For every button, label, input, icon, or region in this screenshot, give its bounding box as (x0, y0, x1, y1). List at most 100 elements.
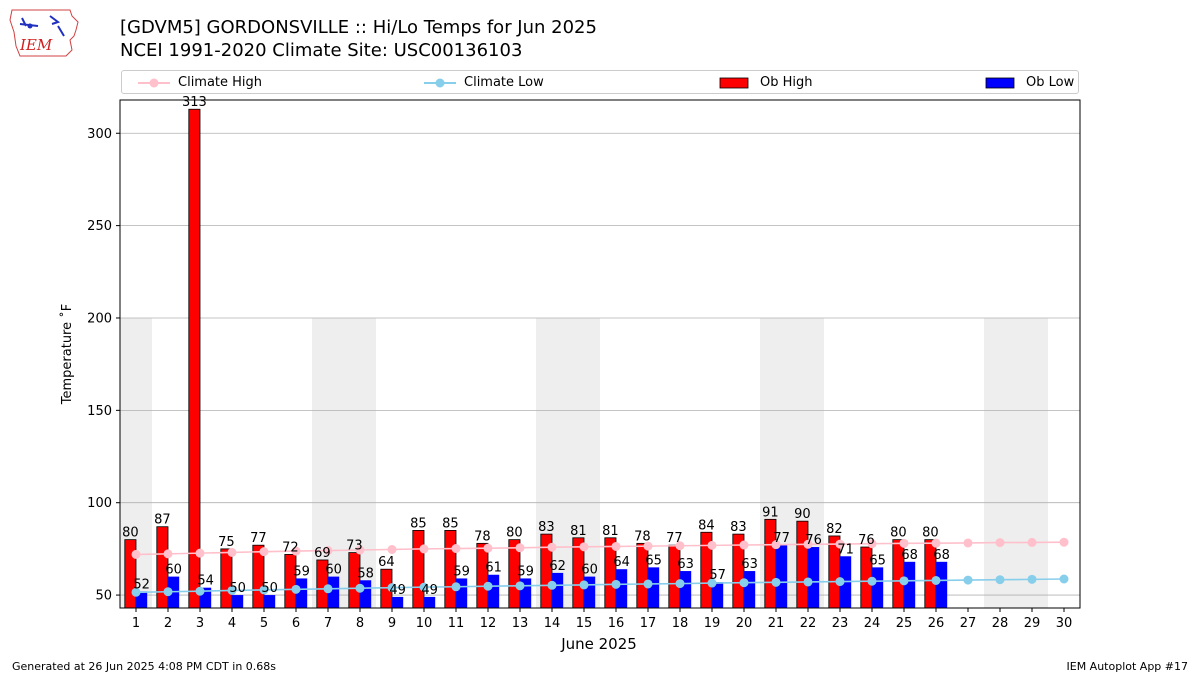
ob-low-bar-12 (488, 574, 500, 608)
ob-low-label-26: 68 (933, 548, 950, 563)
x-tick-label-2: 2 (164, 616, 172, 631)
climate-low-point-6 (291, 584, 301, 594)
climate-low-point-9 (387, 583, 397, 593)
footer-app: IEM Autoplot App #17 (1066, 660, 1189, 673)
ob-low-bar-19 (712, 582, 724, 608)
climate-low-point-27 (963, 575, 973, 585)
ob-low-label-17: 65 (645, 553, 662, 568)
climate-low-point-19 (707, 578, 717, 588)
ob-low-bar-7 (328, 576, 340, 608)
climate-high-point-7 (323, 546, 333, 556)
ob-low-label-22: 76 (805, 533, 822, 548)
ob-low-label-16: 64 (613, 555, 630, 570)
legend: Climate High Climate Low Ob High Ob Low (121, 70, 1079, 94)
climate-high-point-4 (227, 547, 237, 557)
ob-low-label-11: 59 (453, 564, 470, 579)
ob-low-bar-18 (680, 571, 692, 608)
x-tick-label-12: 12 (480, 616, 497, 631)
ob-low-bar-10 (424, 596, 436, 608)
climate-low-point-14 (547, 580, 557, 590)
climate-low-point-30 (1059, 574, 1069, 584)
legend-label-climate-high: Climate High (178, 75, 263, 90)
climate-high-point-3 (195, 548, 205, 558)
ob-high-label-6: 72 (282, 540, 299, 555)
climate-low-point-5 (259, 585, 269, 595)
ob-low-label-7: 60 (325, 563, 342, 578)
climate-high-point-14 (547, 542, 557, 552)
x-tick-label-15: 15 (576, 616, 593, 631)
x-tick-label-29: 29 (1024, 616, 1041, 631)
ob-low-bar-8 (360, 580, 372, 608)
climate-low-point-1 (131, 587, 141, 597)
iem-logo: IEM (9, 9, 79, 57)
climate-high-point-8 (355, 545, 365, 555)
weekend-band-29 (1016, 317, 1048, 608)
ob-high-label-4: 75 (218, 535, 235, 550)
x-tick-label-6: 6 (292, 616, 300, 631)
x-tick-label-20: 20 (736, 616, 753, 631)
ob-low-label-14: 62 (549, 559, 566, 574)
station-icon (27, 23, 33, 29)
climate-low-point-4 (227, 585, 237, 595)
ob-high-bar-6 (284, 554, 297, 609)
climate-low-point-20 (739, 578, 749, 588)
iowa-outline (9, 9, 79, 57)
climate-high-point-28 (995, 538, 1005, 548)
x-axis-label: June 2025 (560, 635, 637, 653)
ob-high-bar-4 (220, 548, 233, 609)
x-tick-label-10: 10 (416, 616, 433, 631)
ob-high-label-15: 81 (570, 524, 587, 539)
ob-high-label-26: 80 (922, 526, 939, 541)
ob-low-bar-14 (552, 572, 564, 608)
climate-high-point-23 (835, 539, 845, 549)
ob-low-bar-15 (584, 576, 596, 608)
ob-high-label-21: 91 (762, 505, 779, 520)
ob-high-bar-18 (668, 544, 681, 609)
ob-low-bar-24 (872, 567, 884, 608)
ob-high-bar-3 (188, 108, 201, 609)
ob-low-label-12: 61 (485, 561, 502, 576)
climate-low-point-22 (803, 577, 813, 587)
climate-high-point-12 (483, 543, 493, 553)
ob-high-bar-1 (124, 539, 137, 609)
ob-low-label-13: 59 (517, 564, 534, 579)
climate-high-point-6 (291, 546, 301, 556)
y-axis-label: Temperature ˚F (59, 304, 75, 405)
y-tick-label-100: 100 (87, 496, 112, 511)
ob-low-bar-16 (616, 569, 628, 608)
x-tick-label-4: 4 (228, 616, 236, 631)
climate-low-point-8 (355, 583, 365, 593)
x-tick-label-3: 3 (196, 616, 204, 631)
ob-high-label-14: 83 (538, 520, 555, 535)
climate-high-point-1 (131, 549, 141, 559)
ob-low-bar-6 (296, 578, 308, 608)
x-tick-label-11: 11 (448, 616, 465, 631)
ob-low-label-5: 50 (261, 581, 278, 596)
x-tick-label-17: 17 (640, 616, 657, 631)
climate-low-point-7 (323, 584, 333, 594)
ob-low-label-9: 49 (389, 583, 406, 598)
ob-low-bar-9 (392, 596, 404, 608)
ob-low-label-18: 63 (677, 557, 694, 572)
x-tick-label-8: 8 (356, 616, 364, 631)
x-tick-label-19: 19 (704, 616, 721, 631)
x-tick-label-13: 13 (512, 616, 529, 631)
climate-low-point-15 (579, 580, 589, 590)
climate-low-point-2 (163, 587, 173, 597)
y-tick-label-50: 50 (95, 589, 112, 604)
x-tick-label-28: 28 (992, 616, 1009, 631)
weekend-band-28 (984, 317, 1016, 608)
climate-low-point-10 (419, 582, 429, 592)
ob-high-label-7: 69 (314, 546, 331, 561)
ob-high-label-1: 80 (122, 526, 139, 541)
logo-text: IEM (19, 36, 53, 54)
climate-low-point-3 (195, 586, 205, 596)
climate-low-point-16 (611, 579, 621, 589)
climate-low-point-28 (995, 575, 1005, 585)
x-tick-label-1: 1 (132, 616, 140, 631)
y-tick-label-300: 300 (87, 127, 112, 142)
x-tick-label-23: 23 (832, 616, 849, 631)
ob-low-bar-20 (744, 571, 756, 608)
x-tick-label-21: 21 (768, 616, 785, 631)
